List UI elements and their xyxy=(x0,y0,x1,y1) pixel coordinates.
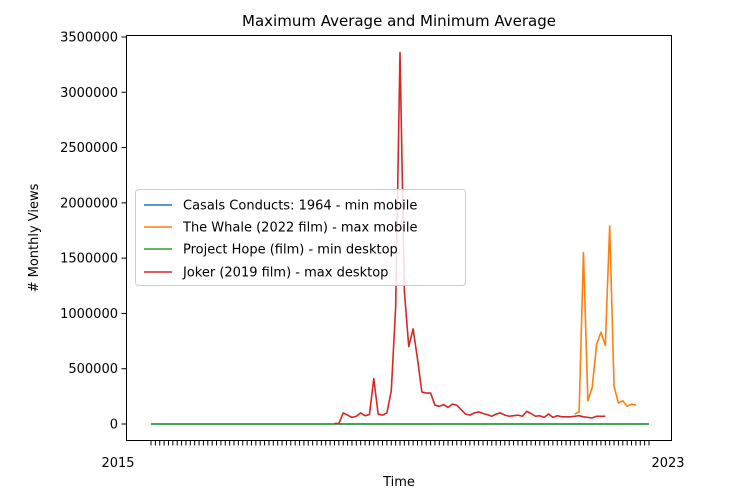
y-tick-label: 1500000 xyxy=(60,252,118,267)
legend-label-casals: Casals Conducts: 1964 - min mobile xyxy=(183,199,417,214)
legend-label-joker: Joker (2019 film) - max desktop xyxy=(182,266,388,281)
legend-label-project-hope: Project Hope (film) - min desktop xyxy=(183,243,398,258)
legend-label-whale: The Whale (2022 film) - max mobile xyxy=(182,221,417,236)
chart-title: Maximum Average and Minimum Average xyxy=(242,12,556,30)
series-lines xyxy=(151,51,649,425)
series-line-2 xyxy=(574,225,637,415)
x-axis-label: Time xyxy=(382,475,415,490)
series-line-4 xyxy=(334,51,606,425)
x-tick-label-last: 2023 xyxy=(651,456,684,471)
plot-area-frame xyxy=(126,35,672,441)
y-tick-label: 0 xyxy=(110,418,118,433)
x-axis-ticks xyxy=(150,440,650,446)
y-tick-label: 2000000 xyxy=(60,196,118,211)
y-tick-label: 2500000 xyxy=(60,141,118,156)
legend-box xyxy=(135,189,466,286)
y-axis-ticks: 0 500000 1000000 1500000 2000000 2500000 30000… xyxy=(60,31,127,433)
y-axis-label: # Monthly Views xyxy=(27,183,42,292)
y-tick-label: 3500000 xyxy=(60,31,118,46)
x-tick-label-first: 2015 xyxy=(101,456,134,471)
y-tick-label: 3000000 xyxy=(60,86,118,101)
y-tick-label: 1000000 xyxy=(60,307,118,322)
legend: Casals Conducts: 1964 - min mobile The W… xyxy=(135,189,466,286)
y-tick-label: 500000 xyxy=(68,362,118,377)
